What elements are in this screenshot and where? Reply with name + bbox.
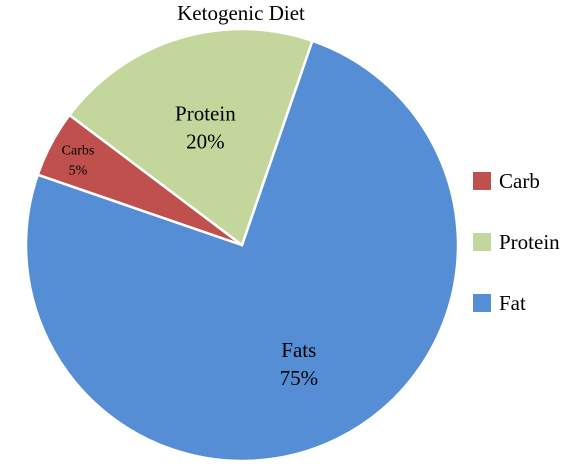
pie-labels: Fats 75% Carbs 5% Protein 20% <box>62 102 318 390</box>
legend-swatch-carb <box>473 172 491 190</box>
slice-value-protein: 20% <box>186 130 225 154</box>
legend-label-protein: Protein <box>499 230 560 254</box>
legend-label-fat: Fat <box>499 291 526 315</box>
slice-value-carbs: 5% <box>69 164 88 179</box>
legend-swatch-fat <box>473 294 491 312</box>
legend-swatch-protein <box>473 233 491 251</box>
legend: Carb Protein Fat <box>473 169 560 315</box>
pie-slice-protein <box>67 27 314 248</box>
slice-label-protein: Protein <box>175 102 236 126</box>
pie-slice-fats <box>24 39 460 463</box>
pie-slices <box>24 27 460 463</box>
legend-label-carb: Carb <box>499 169 540 193</box>
slice-label-carbs: Carbs <box>62 144 95 159</box>
slice-label-fats: Fats <box>281 338 316 362</box>
slice-value-fats: 75% <box>280 366 319 390</box>
chart-title: Ketogenic Diet <box>177 1 305 25</box>
